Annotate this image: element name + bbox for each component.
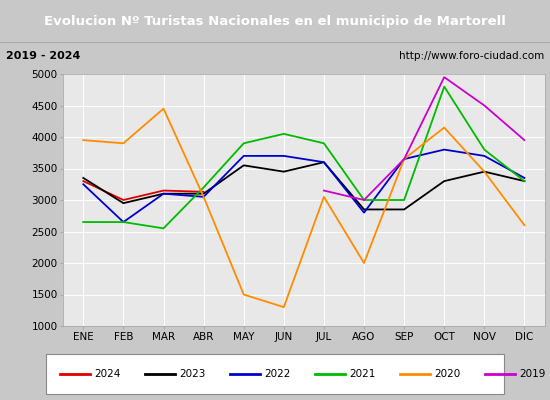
Text: 2019: 2019: [519, 369, 546, 379]
Text: 2019 - 2024: 2019 - 2024: [6, 51, 80, 61]
Text: 2024: 2024: [94, 369, 120, 379]
Text: 2020: 2020: [434, 369, 460, 379]
Text: http://www.foro-ciudad.com: http://www.foro-ciudad.com: [399, 51, 544, 61]
FancyBboxPatch shape: [46, 354, 504, 394]
Text: 2021: 2021: [349, 369, 376, 379]
Text: 2022: 2022: [265, 369, 291, 379]
Text: Evolucion Nº Turistas Nacionales en el municipio de Martorell: Evolucion Nº Turistas Nacionales en el m…: [44, 14, 506, 28]
Text: 2023: 2023: [179, 369, 206, 379]
